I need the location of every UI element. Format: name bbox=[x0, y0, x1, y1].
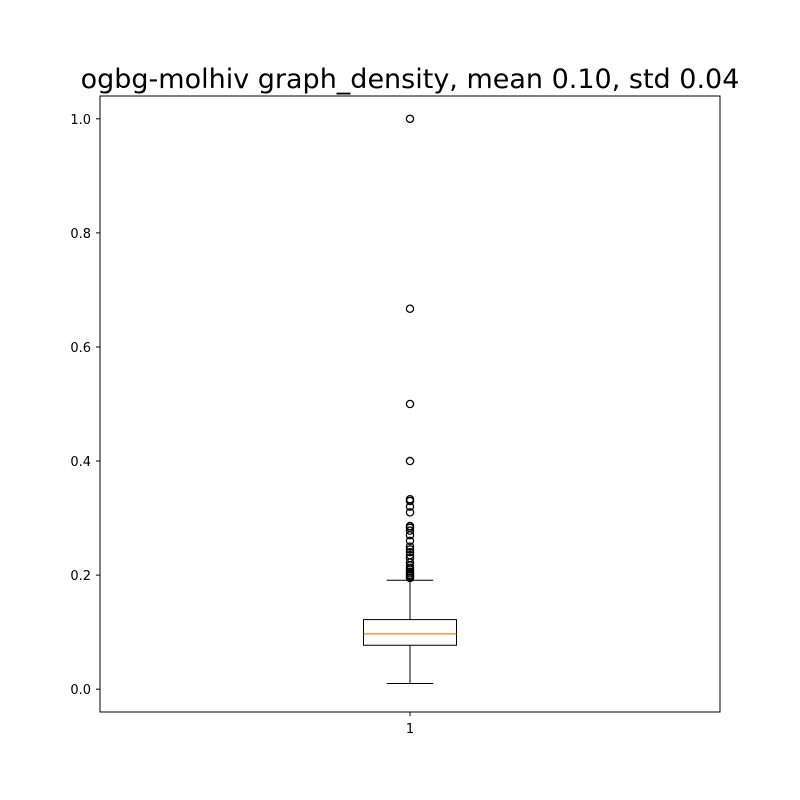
outlier-point bbox=[405, 399, 415, 409]
outlier-point bbox=[405, 526, 415, 535]
outlier-point bbox=[405, 553, 415, 563]
outlier-point bbox=[405, 545, 415, 554]
outlier-point bbox=[405, 456, 415, 466]
chart-title: ogbg-molhiv graph_density, mean 0.10, st… bbox=[81, 64, 740, 95]
y-tick-label: 0.2 bbox=[70, 569, 91, 584]
outlier-point bbox=[405, 536, 415, 546]
outlier-point bbox=[405, 567, 415, 576]
box-iqr bbox=[363, 619, 457, 646]
y-tick-label: 0.0 bbox=[70, 683, 91, 698]
outlier-point bbox=[405, 521, 415, 531]
outlier-point bbox=[405, 550, 415, 560]
y-tick-label: 0.8 bbox=[70, 227, 91, 242]
y-tick-label: 1.0 bbox=[70, 113, 91, 128]
y-tick-label: 0.4 bbox=[70, 455, 91, 470]
x-tick-label: 1 bbox=[406, 722, 414, 737]
outlier-point bbox=[405, 563, 415, 572]
y-tick-label: 0.6 bbox=[70, 341, 91, 356]
outlier-point bbox=[405, 548, 415, 557]
outlier-point bbox=[405, 495, 415, 504]
outlier-point bbox=[405, 304, 415, 313]
plot-area: 0.0 0.2 0.4 0.6 0.8 1.0 1 bbox=[70, 113, 457, 737]
outlier-point bbox=[405, 114, 415, 124]
outlier-point bbox=[405, 542, 415, 551]
outlier-point bbox=[405, 508, 415, 517]
plot-frame bbox=[99, 95, 721, 713]
